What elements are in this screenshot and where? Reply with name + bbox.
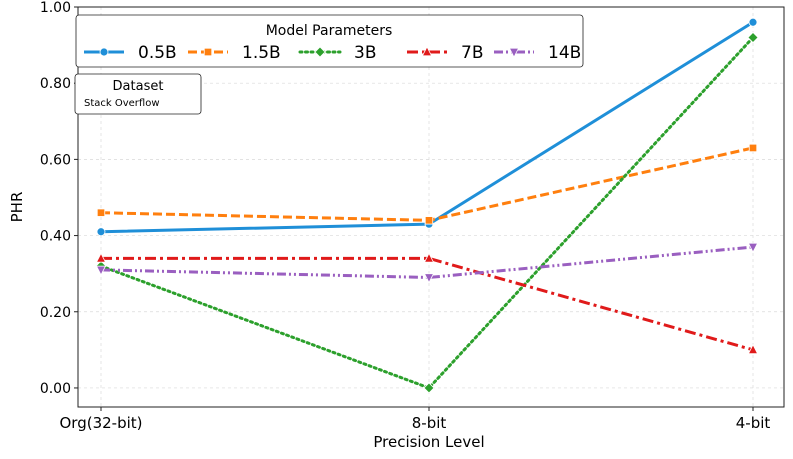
data-point-14B bbox=[95, 265, 107, 276]
data-point-14B bbox=[747, 242, 759, 253]
series-line-1.5B bbox=[100, 146, 754, 222]
y-tick-label: 0.20 bbox=[40, 305, 71, 321]
legend-label-7B: 7B bbox=[461, 43, 483, 63]
legend-label-14B: 14B bbox=[548, 43, 581, 63]
y-axis: 0.00 0.20 0.40 0.60 0.80 1.00 bbox=[40, 0, 78, 397]
legend-marker-0.5B bbox=[99, 47, 109, 57]
data-point-7B bbox=[747, 343, 759, 355]
data-point-1.5B bbox=[424, 216, 434, 225]
y-tick-label: 1.00 bbox=[40, 0, 71, 16]
legend-marker-14B bbox=[508, 47, 520, 58]
legend-marker-1.5B bbox=[203, 47, 213, 57]
x-axis: Org(32-bit) 8-bit 4-bit bbox=[59, 407, 770, 432]
data-point-0.5B bbox=[96, 227, 106, 237]
dataset-legend-entry: Stack Overflow bbox=[84, 98, 160, 109]
model-legend: Model Parameters 0.5B 1.5B 3B 7B 14B bbox=[75, 14, 584, 68]
legend-marker-3B bbox=[314, 46, 326, 58]
plot-frame bbox=[77, 6, 785, 408]
x-axis-label: Precision Level bbox=[373, 433, 484, 451]
x-tick-label: 4-bit bbox=[736, 414, 771, 432]
y-tick-label: 0.80 bbox=[40, 76, 71, 92]
series-line-14B bbox=[100, 245, 754, 279]
data-point-3B bbox=[747, 31, 759, 44]
data-point-7B bbox=[95, 252, 107, 263]
model-legend-title: Model Parameters bbox=[266, 23, 393, 39]
legend-marker-7B bbox=[421, 46, 433, 57]
y-tick-label: 0.40 bbox=[40, 229, 71, 245]
data-point-1.5B bbox=[748, 143, 758, 153]
data-point-14B bbox=[423, 273, 435, 284]
data-point-0.5B bbox=[748, 17, 758, 27]
x-tick-label: 8-bit bbox=[412, 414, 447, 432]
data-point-7B bbox=[423, 252, 435, 263]
dataset-legend: Dataset Stack Overflow bbox=[74, 73, 202, 115]
y-tick-label: 0.60 bbox=[40, 152, 71, 168]
x-tick-label: Org(32-bit) bbox=[59, 414, 142, 432]
dataset-legend-title: Dataset bbox=[113, 79, 164, 94]
legend-label-3B: 3B bbox=[354, 43, 376, 63]
y-tick-label: 0.00 bbox=[40, 381, 71, 397]
legend-label-0.5B: 0.5B bbox=[138, 43, 177, 63]
data-point-3B bbox=[423, 382, 435, 394]
legend-label-1.5B: 1.5B bbox=[242, 43, 281, 63]
y-axis-label: PHR bbox=[8, 192, 26, 223]
series-markers bbox=[95, 17, 759, 394]
data-point-1.5B bbox=[96, 208, 106, 217]
series-line-7B bbox=[101, 256, 754, 352]
